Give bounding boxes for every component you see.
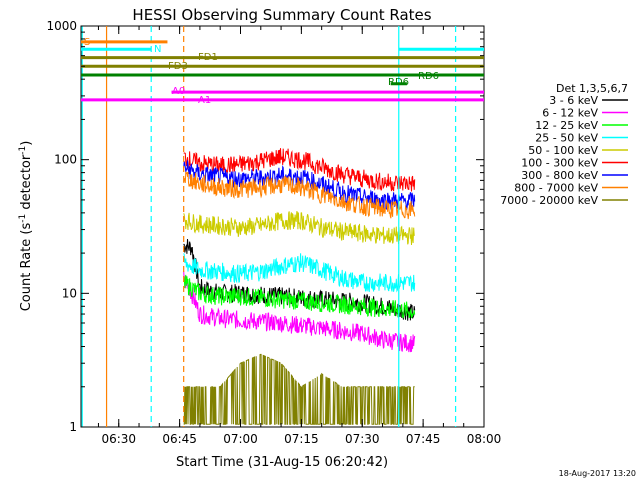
x-tick-label: 07:15 bbox=[284, 432, 319, 446]
data-layer bbox=[183, 148, 416, 425]
legend-label: 800 - 7000 keV bbox=[514, 182, 598, 195]
series-line bbox=[183, 148, 416, 192]
y-axis-label-end: ) bbox=[19, 141, 34, 146]
flag-label: S bbox=[84, 37, 90, 48]
x-tick-label: 07:45 bbox=[406, 432, 441, 446]
svg-text:Count Rate (s-1 detector-1): Count Rate (s-1 detector-1) bbox=[18, 141, 34, 312]
y-axis-label-part1: Count Rate (s bbox=[19, 223, 34, 312]
series-line bbox=[183, 253, 416, 293]
flag-label: RD6 bbox=[388, 77, 409, 88]
y-axis-label-sup2: -1 bbox=[18, 146, 28, 155]
y-tick-label: 100 bbox=[54, 153, 77, 167]
x-tick-label: 06:45 bbox=[162, 432, 197, 446]
y-axis-label-sup1: -1 bbox=[18, 214, 28, 223]
flag-label: A0 bbox=[172, 86, 185, 97]
x-tick-label: 07:30 bbox=[345, 432, 380, 446]
x-tick-label: 07:00 bbox=[223, 432, 258, 446]
legend-label: 300 - 800 keV bbox=[521, 169, 598, 182]
legend-label: 25 - 50 keV bbox=[535, 132, 598, 145]
flag-label: FD3 bbox=[168, 61, 188, 72]
marker-layer bbox=[81, 26, 457, 427]
y-tick-label: 1000 bbox=[46, 19, 77, 33]
flag-label: N bbox=[154, 44, 161, 55]
legend-label: 7000 - 20000 keV bbox=[500, 194, 598, 207]
legend-title: Det 1,3,5,6,7 bbox=[556, 82, 628, 95]
y-tick-label: 10 bbox=[62, 286, 77, 300]
series-line bbox=[183, 210, 416, 246]
series-line bbox=[183, 271, 416, 353]
y-tick-label: 1 bbox=[69, 420, 77, 434]
legend-label: 6 - 12 keV bbox=[542, 107, 598, 120]
axis-layer: 06:30 06:45 07:00 07:15 07:30 07:45 08:00 1 10 10… bbox=[46, 19, 501, 446]
series-line bbox=[183, 171, 416, 220]
y-axis-label: Count Rate (s-1 detector-1) bbox=[18, 141, 34, 312]
series-line bbox=[183, 274, 416, 319]
plot-frame bbox=[80, 25, 485, 428]
y-axis-label-mid: detector bbox=[19, 154, 34, 214]
date-stamp: 18-Aug-2017 13:20 bbox=[559, 469, 636, 478]
legend-label: 12 - 25 keV bbox=[535, 119, 598, 132]
x-tick-label: 06:30 bbox=[101, 432, 136, 446]
x-tick-label: 08:00 bbox=[467, 432, 502, 446]
x-axis-label: Start Time (31-Aug-15 06:20:42) bbox=[176, 455, 388, 470]
legend-label: 50 - 100 keV bbox=[528, 144, 598, 157]
chart-title: HESSI Observing Summary Count Rates bbox=[132, 6, 431, 24]
legend-label: 3 - 6 keV bbox=[549, 94, 598, 107]
flag-layer: S N FD1 FD3 RD6 RD6 A0 A1 bbox=[81, 37, 484, 106]
flag-label: A1 bbox=[198, 95, 211, 106]
series-line bbox=[183, 353, 415, 425]
flag-label: FD1 bbox=[198, 52, 218, 63]
flag-label: RD6 bbox=[418, 71, 439, 82]
legend-label: 100 - 300 keV bbox=[521, 157, 598, 170]
